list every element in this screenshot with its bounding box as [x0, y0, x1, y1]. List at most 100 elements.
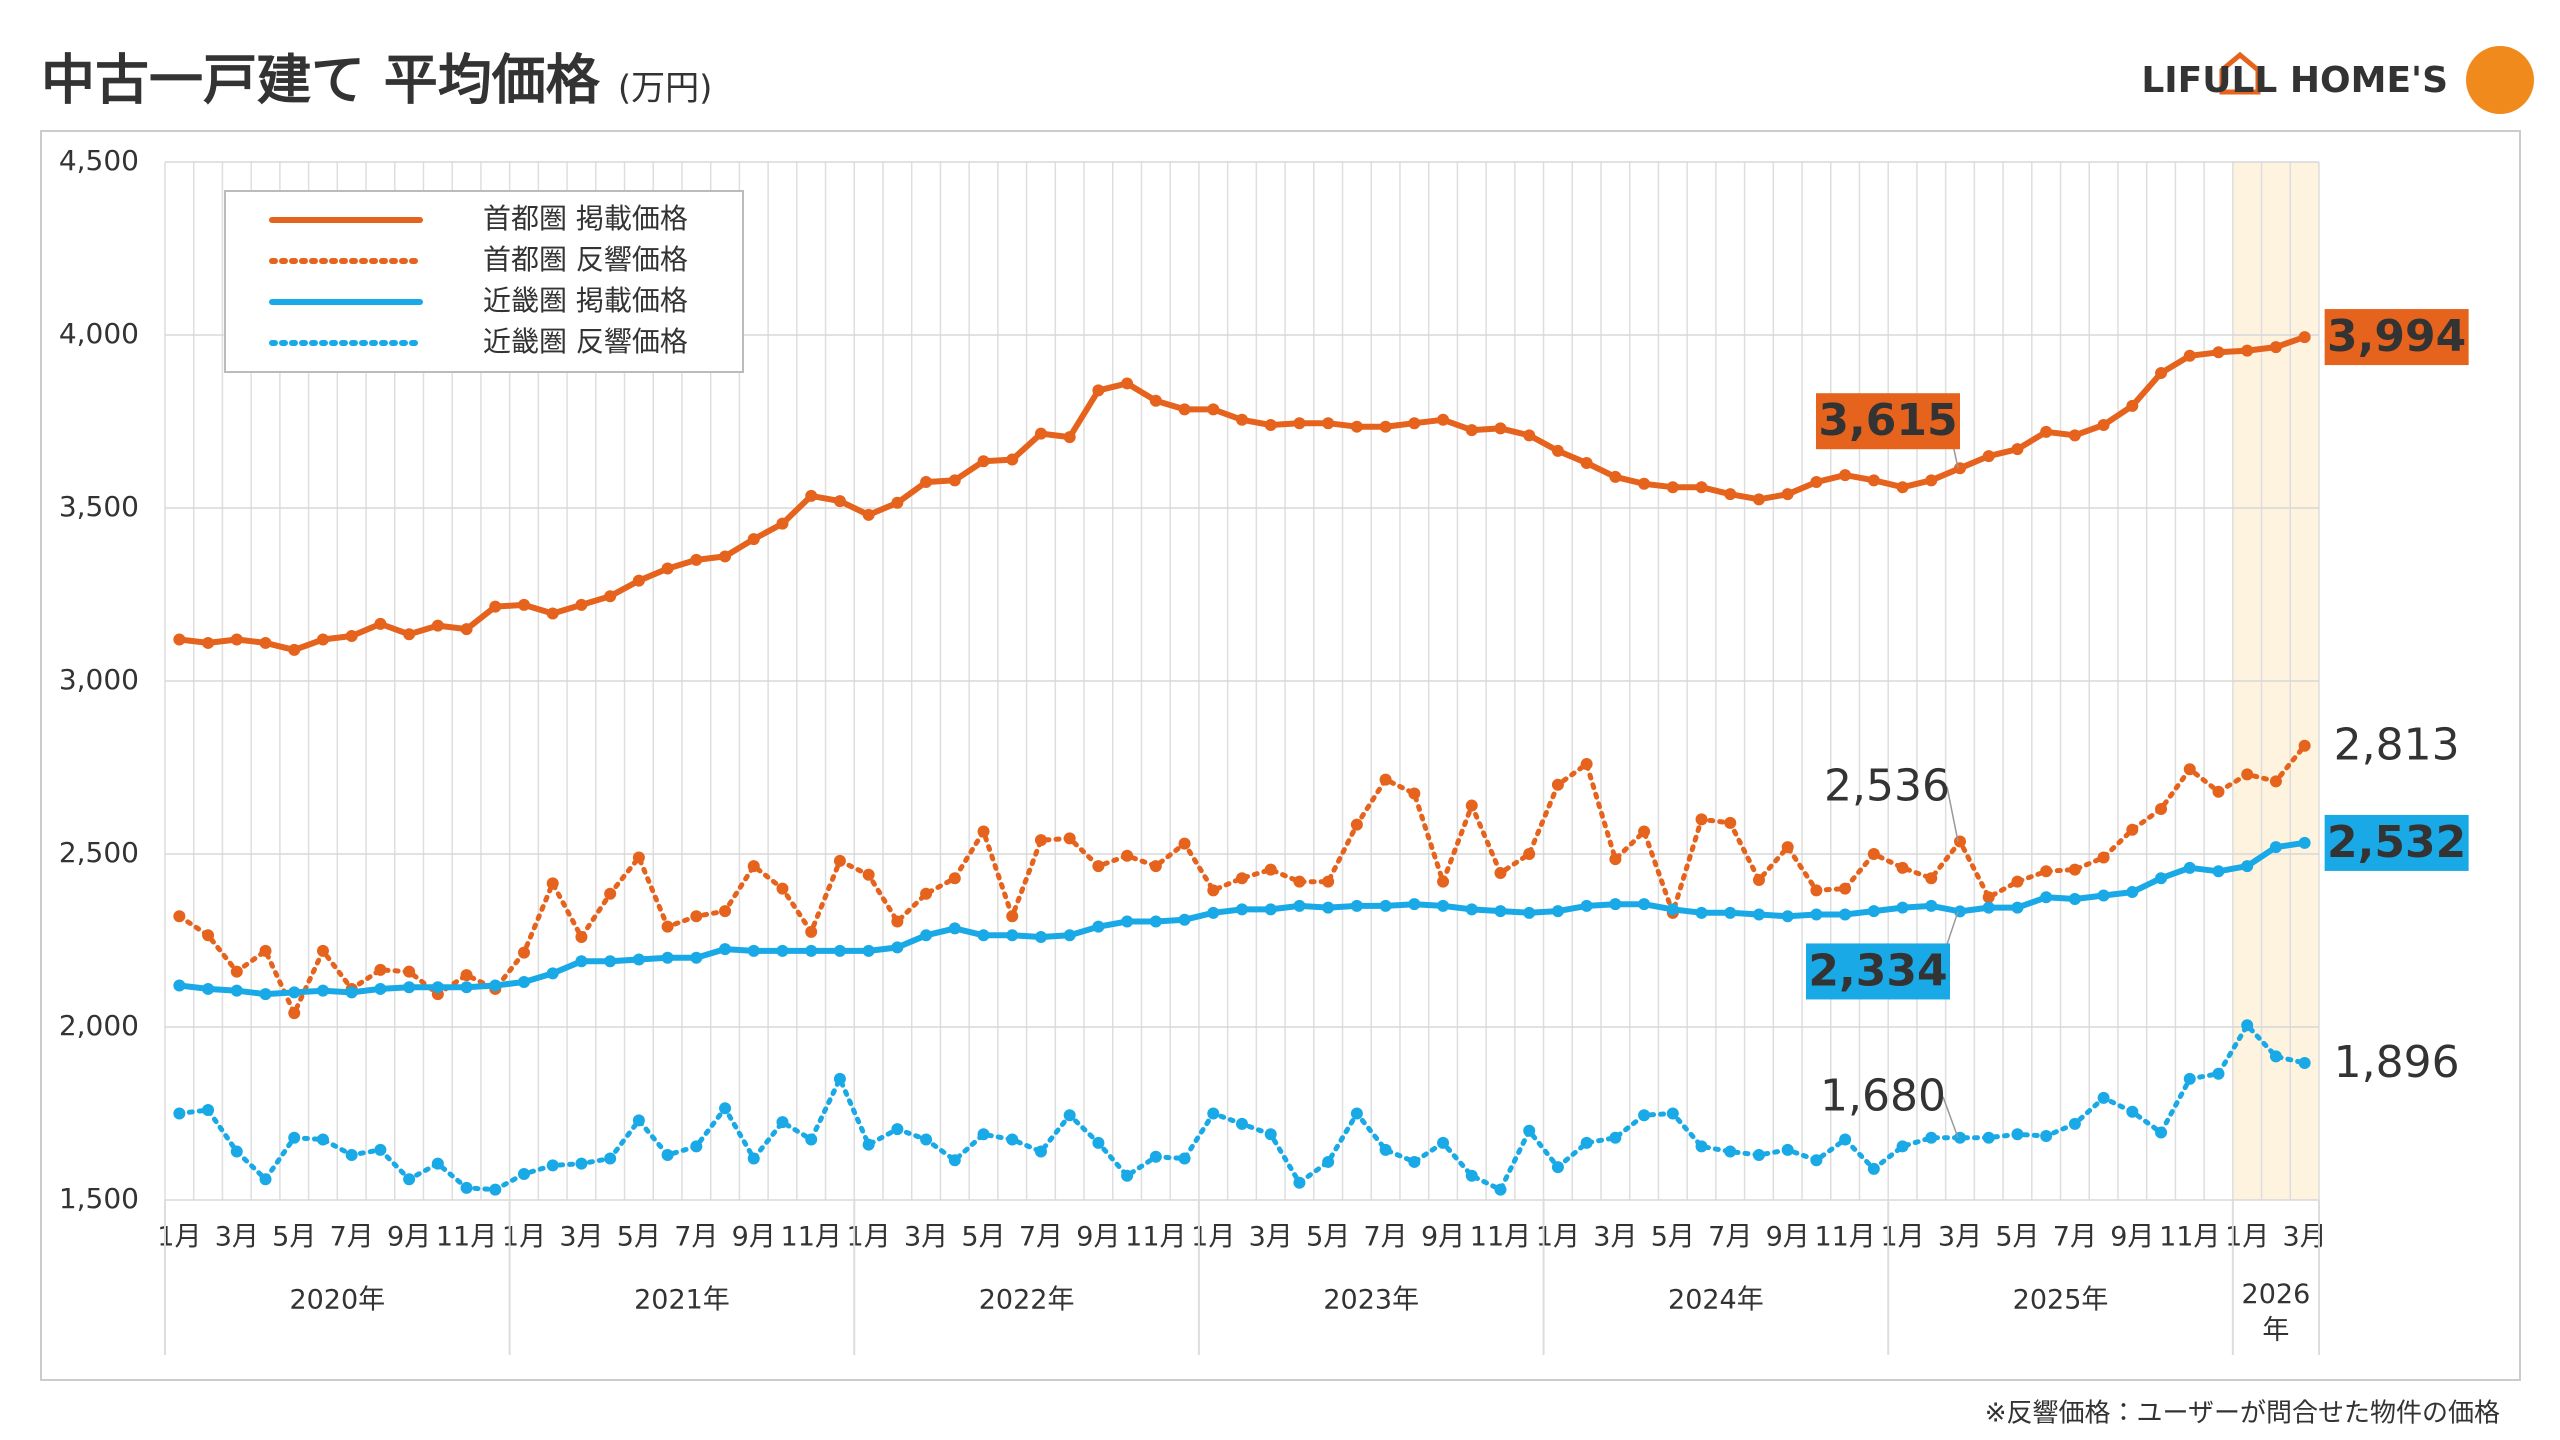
data-point: [1350, 1107, 1363, 1120]
data-point: [259, 988, 272, 1001]
data-point: [1350, 818, 1363, 831]
data-point: [1839, 1133, 1852, 1146]
data-point: [2126, 1105, 2139, 1118]
x-tick-label: 1月: [1536, 1222, 1580, 1253]
year-label: 2024年: [1668, 1285, 1764, 1316]
x-tick-label: 3月: [215, 1222, 259, 1253]
data-point: [776, 882, 789, 895]
data-point: [1896, 901, 1909, 914]
y-tick-label: 2,000: [59, 1009, 139, 1042]
data-point: [1551, 1161, 1564, 1174]
data-point: [2097, 418, 2110, 431]
data-point: [374, 982, 387, 995]
data-point: [948, 1154, 961, 1167]
data-point: [1580, 457, 1593, 470]
data-point: [920, 887, 933, 900]
data-point: [1551, 778, 1564, 791]
data-point: [1207, 884, 1220, 897]
data-point: [1609, 898, 1622, 911]
data-point: [1666, 481, 1679, 494]
data-point: [1954, 905, 1966, 918]
data-point: [1408, 898, 1421, 911]
x-tick-label: 11月: [781, 1222, 842, 1253]
series-line: [176, 743, 2308, 1016]
data-point: [2155, 872, 2168, 885]
data-point: [604, 1152, 617, 1165]
data-point: [403, 981, 416, 994]
data-point: [805, 1133, 818, 1146]
data-point: [1437, 413, 1450, 426]
logo-mascot: [2466, 46, 2534, 114]
data-point: [1092, 384, 1105, 397]
legend-label: 首都圏 掲載価格: [483, 202, 688, 235]
year-label: 2026 年: [2242, 1279, 2311, 1346]
data-point: [1695, 906, 1708, 919]
data-point: [202, 982, 215, 995]
data-point: [2126, 886, 2139, 899]
data-point: [1207, 1107, 1220, 1120]
data-point: [2212, 1067, 2225, 1080]
data-point: [1925, 899, 1938, 912]
x-tick-label: 3月: [1593, 1222, 1637, 1253]
data-point: [1006, 1133, 1019, 1146]
x-tick-label: 9月: [2110, 1222, 2154, 1253]
x-tick-label: 1月: [847, 1222, 891, 1253]
data-point: [1264, 863, 1277, 876]
data-point: [259, 944, 272, 957]
data-point: [1609, 470, 1622, 483]
data-point: [1034, 834, 1047, 847]
data-point: [661, 1149, 674, 1162]
data-point: [747, 1152, 760, 1165]
data-point: [690, 951, 703, 964]
data-point: [1609, 853, 1622, 866]
data-point: [920, 1133, 933, 1146]
data-point: [719, 550, 732, 563]
value-label-box: [2324, 814, 2469, 871]
data-point: [632, 953, 645, 966]
data-point: [833, 495, 846, 508]
data-point: [862, 508, 875, 521]
data-point: [2241, 344, 2254, 357]
data-point: [1781, 841, 1794, 854]
data-point: [316, 633, 329, 646]
data-point: [1523, 906, 1536, 919]
data-point: [690, 910, 703, 923]
data-point: [805, 489, 818, 502]
data-point: [747, 944, 760, 957]
y-tick-label: 4,500: [59, 144, 139, 177]
x-tick-label: 11月: [436, 1222, 497, 1253]
data-point: [632, 851, 645, 864]
value-label: 2,334: [1808, 945, 1947, 996]
data-point: [891, 915, 904, 928]
leader-line: [1946, 786, 1959, 842]
data-point: [2183, 349, 2196, 362]
data-point: [805, 925, 818, 938]
data-point: [1982, 1131, 1995, 1144]
data-point: [1752, 1149, 1765, 1162]
data-point: [1006, 453, 1019, 466]
x-tick-label: 1月: [157, 1222, 201, 1253]
legend-label: 近畿圏 反響価格: [483, 325, 688, 358]
data-point: [403, 1173, 416, 1186]
data-point: [1149, 915, 1162, 928]
data-point: [431, 619, 444, 632]
data-point: [2097, 851, 2110, 864]
x-tick-label: 5月: [1995, 1222, 2039, 1253]
value-label: 3,994: [2327, 311, 2466, 362]
x-tick-label: 9月: [732, 1222, 776, 1253]
data-point: [1437, 875, 1450, 888]
data-point: [1724, 816, 1737, 829]
data-point: [2155, 1126, 2168, 1139]
data-point: [316, 944, 329, 957]
data-point: [977, 929, 990, 942]
data-point: [1925, 474, 1938, 487]
data-point: [2241, 860, 2254, 873]
data-point: [2183, 1072, 2196, 1085]
data-point: [1839, 908, 1852, 921]
data-point: [1092, 1136, 1105, 1149]
x-tick-label: 9月: [1766, 1222, 1810, 1253]
data-point: [288, 1131, 301, 1144]
data-point: [1207, 906, 1220, 919]
